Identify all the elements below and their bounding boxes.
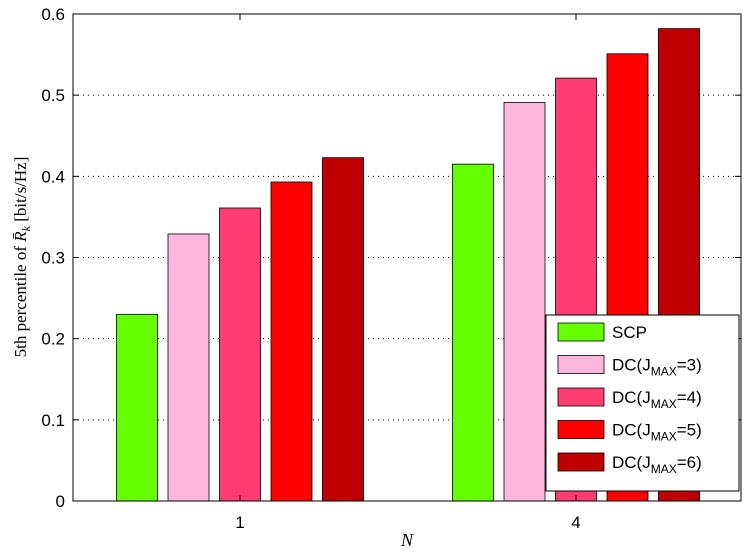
legend-swatch-DC(JMAX=5) <box>557 420 605 439</box>
x-axis-label: N <box>400 530 414 550</box>
x-tick-label: 1 <box>235 513 244 532</box>
legend-swatch-DC(JMAX=3) <box>557 355 605 374</box>
legend-label: SCP <box>612 323 647 342</box>
legend-swatch-DC(JMAX=4) <box>557 387 605 407</box>
legend-label: DC(JMAX=6) <box>612 453 702 476</box>
y-tick-label: 0.5 <box>41 86 65 105</box>
bar-SCP-1 <box>116 313 158 502</box>
y-tick-label: 0.1 <box>41 411 65 430</box>
bar-DC(JMAX=4)-1 <box>219 207 261 502</box>
bar-DC(JMAX=5)-1 <box>270 181 313 502</box>
legend-label: DC(JMAX=5) <box>612 421 702 444</box>
bar-SCP-4 <box>452 163 494 502</box>
legend-label: DC(JMAX=3) <box>612 356 702 379</box>
y-tick-label: 0.3 <box>41 249 65 268</box>
bar-DC(JMAX=3)-4 <box>503 102 546 502</box>
legend-swatch-SCP <box>557 322 605 342</box>
y-tick-label: 0.4 <box>41 167 65 186</box>
y-axis: 0 0.1 0.2 0.3 0.4 0.5 0.6 <box>41 5 741 511</box>
y-tick-label: 0 <box>56 492 65 511</box>
y-axis-label: 5th percentile of R̄k [bit/s/Hz] <box>11 157 33 358</box>
legend: SCP DC(JMAX=3) DC(JMAX=4) DC(JMAX=5) DC(JMAX… <box>545 314 740 492</box>
bar-DC(JMAX=6)-1 <box>322 157 364 502</box>
legend-label: DC(JMAX=4) <box>612 388 702 411</box>
legend-swatch-DC(JMAX=6) <box>557 452 605 472</box>
y-tick-label: 0.6 <box>41 5 65 24</box>
y-tick-label: 0.2 <box>41 330 65 349</box>
bar-DC(JMAX=3)-1 <box>167 233 210 502</box>
x-tick-label: 4 <box>571 513 580 532</box>
